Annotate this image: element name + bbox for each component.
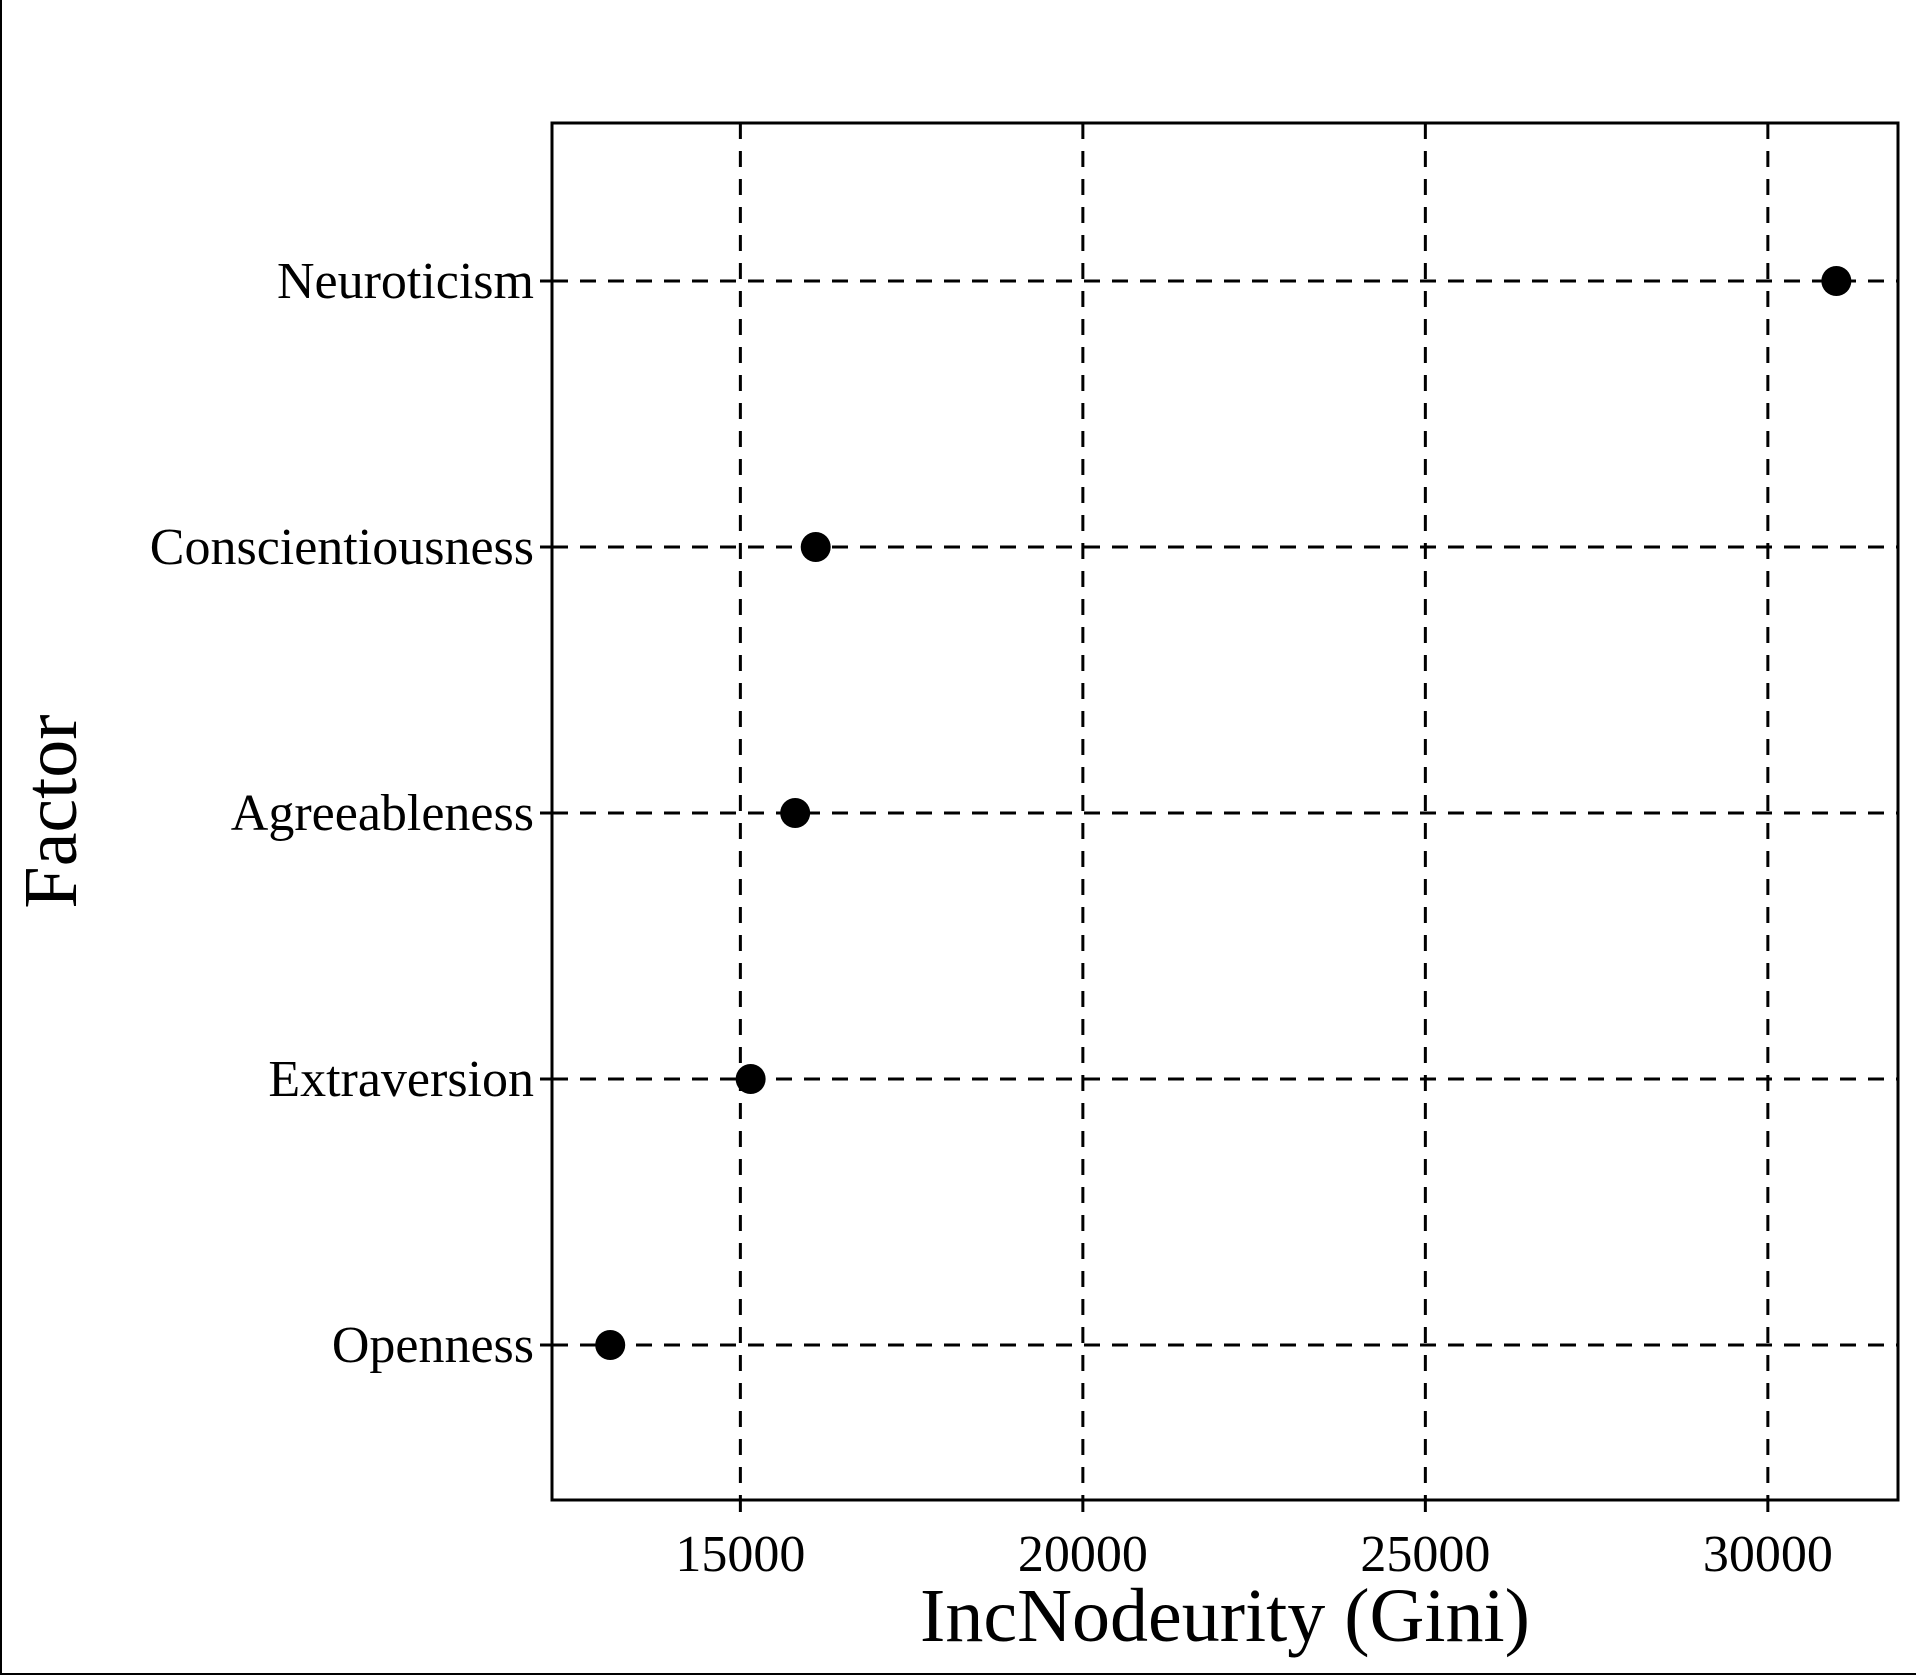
plot-frame (550, 121, 1900, 1502)
tick-labels: 15000 20000 25000 30000 Neuroticism Conscient… (150, 253, 1833, 1583)
y-axis-title: Factor (9, 714, 93, 908)
axis-ticks (540, 279, 1770, 1512)
y-tick-label: Extraversion (268, 1051, 534, 1108)
x-tick-label: 20000 (1018, 1526, 1148, 1583)
y-tick-label: Agreeableness (231, 785, 534, 842)
data-point (800, 532, 831, 562)
data-points (595, 266, 1852, 1360)
x-tick-label: 15000 (675, 1526, 805, 1583)
x-axis-title: IncNodeurity (Gini) (920, 1574, 1530, 1658)
x-tick-label: 30000 (1703, 1526, 1833, 1583)
data-point (735, 1064, 766, 1094)
data-point (780, 798, 811, 828)
y-tick-label: Neuroticism (277, 253, 534, 310)
data-point (1821, 266, 1852, 296)
y-tick-label: Conscientiousness (150, 519, 534, 576)
x-tick-label: 25000 (1360, 1526, 1490, 1583)
y-tick-label: Openness (332, 1317, 534, 1374)
grid (552, 123, 1898, 1500)
data-point (595, 1330, 626, 1360)
